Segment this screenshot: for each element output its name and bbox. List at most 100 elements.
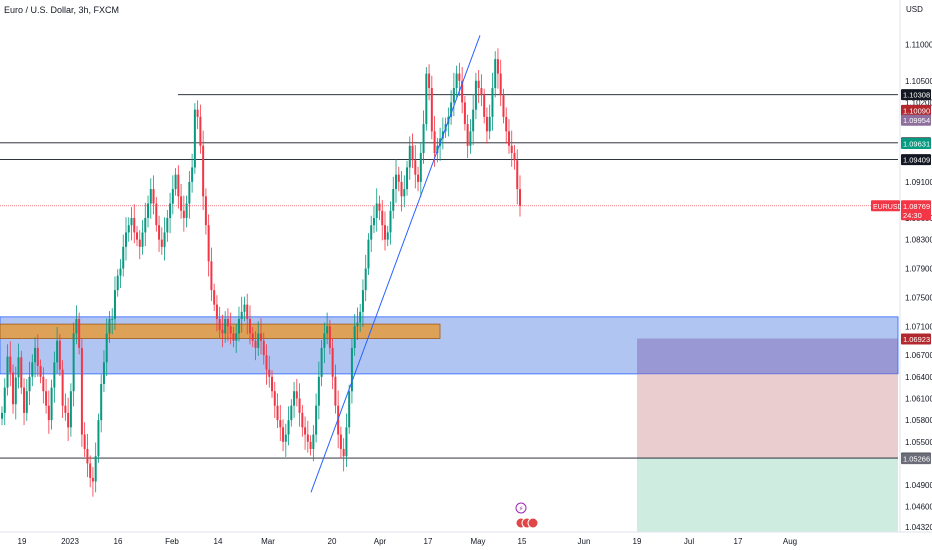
price-badge-label: 1.09954 xyxy=(903,116,930,125)
x-tick-label: 19 xyxy=(633,537,642,546)
x-tick-label: Apr xyxy=(374,537,387,546)
candle-body xyxy=(317,376,320,406)
candle-body xyxy=(47,405,50,421)
price-badge xyxy=(901,154,931,166)
price-badge xyxy=(901,104,931,116)
candle-body xyxy=(39,365,42,377)
candle-body xyxy=(136,232,139,240)
candle-body xyxy=(202,145,205,197)
candle-body xyxy=(312,434,315,449)
candle-body xyxy=(356,322,359,327)
candle-body xyxy=(83,434,86,449)
price-badge-label: 1.09409 xyxy=(903,156,930,165)
candle-body xyxy=(397,174,400,182)
candle-body xyxy=(400,181,403,197)
candle-body xyxy=(345,427,348,457)
current-price-badge xyxy=(901,200,931,221)
candle-body xyxy=(326,326,329,334)
candle-body xyxy=(124,232,127,247)
candle-body xyxy=(304,427,307,435)
candle-body xyxy=(243,304,246,312)
candle-body xyxy=(430,88,433,132)
lightning-icon xyxy=(515,502,527,514)
candle-body xyxy=(147,203,150,218)
candle-body xyxy=(160,239,163,247)
candle-body xyxy=(235,333,238,341)
x-tick-label: Mar xyxy=(261,537,275,546)
candle-body xyxy=(133,217,136,233)
candle-body xyxy=(389,210,392,233)
price-badge xyxy=(901,138,931,150)
candle-body xyxy=(138,239,141,247)
candle-body xyxy=(378,203,381,211)
candle-body xyxy=(100,384,103,421)
us-flag-icon xyxy=(527,517,539,529)
candle-body xyxy=(502,95,505,117)
candle-body xyxy=(94,456,97,482)
candle-body xyxy=(271,376,274,392)
x-tick-label: May xyxy=(470,537,485,546)
candle-body xyxy=(102,362,105,385)
candle-body xyxy=(488,116,491,132)
candle-body xyxy=(53,362,56,388)
candle-body xyxy=(408,145,411,168)
candle-body xyxy=(320,347,323,377)
candle-body xyxy=(491,88,494,117)
candle-body xyxy=(9,356,12,373)
current-price-label: 1.08769 xyxy=(903,202,930,211)
candle-body xyxy=(295,391,298,399)
y-tick-label: 1.10200 xyxy=(905,98,932,107)
candle-body xyxy=(306,434,309,442)
candle-body xyxy=(210,261,213,291)
candle-body xyxy=(177,174,180,197)
candle-body xyxy=(472,109,475,132)
candle-body xyxy=(20,357,23,388)
candle-body xyxy=(28,376,31,392)
candle-body xyxy=(31,362,34,377)
candle-body xyxy=(507,131,510,146)
candle-body xyxy=(458,73,461,81)
trendline xyxy=(310,35,481,493)
x-tick-label: Aug xyxy=(783,537,797,546)
candle-body xyxy=(229,326,232,334)
candle-body xyxy=(513,152,516,161)
y-tick-label: 1.07100 xyxy=(905,322,932,331)
y-tick-label: 1.11000 xyxy=(905,41,932,50)
y-tick-label: 1.06400 xyxy=(905,373,932,382)
x-tick-label: 2023 xyxy=(61,537,79,546)
currency-label: USD xyxy=(906,5,923,14)
candle-body xyxy=(353,326,356,348)
candle-body xyxy=(130,217,133,226)
candle-body xyxy=(17,357,20,378)
candle-body xyxy=(477,80,480,89)
candle-body xyxy=(422,124,425,153)
candle-body xyxy=(339,434,342,449)
candle-body xyxy=(248,319,251,334)
candle-body xyxy=(293,391,296,406)
y-tick-label: 1.04600 xyxy=(905,503,932,512)
candle-body xyxy=(455,73,458,89)
y-tick-label: 1.06700 xyxy=(905,351,932,360)
candle-body xyxy=(414,160,417,175)
candle-body xyxy=(359,311,362,323)
candle-body xyxy=(14,377,17,405)
candle-body xyxy=(204,196,207,226)
candle-body xyxy=(386,232,389,240)
candle-body xyxy=(392,189,395,211)
candle-body xyxy=(91,477,94,482)
candle-body xyxy=(279,420,282,428)
candle-body xyxy=(141,232,144,247)
candle-body xyxy=(461,80,464,103)
price-badge-label: 1.10090 xyxy=(903,106,930,115)
candle-body xyxy=(3,387,6,413)
candle-body xyxy=(282,427,285,442)
y-tick-label: 1.04320 xyxy=(905,523,932,532)
y-tick-label: 1.09100 xyxy=(905,178,932,187)
candle-body xyxy=(221,329,224,334)
candle-body xyxy=(80,347,83,435)
candle-body xyxy=(108,319,111,334)
countdown-label: 24:30 xyxy=(903,211,922,220)
chart-title[interactable]: Euro / U.S. Dollar, 3h, FXCM xyxy=(4,5,120,15)
